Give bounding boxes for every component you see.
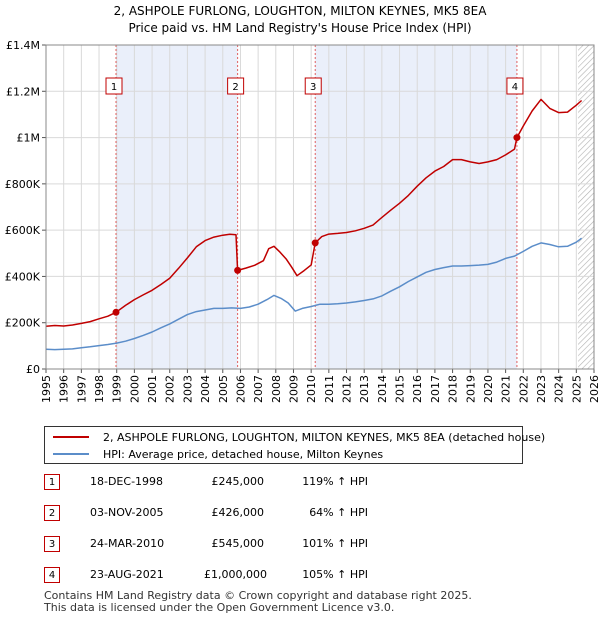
x-tick-label: 2009 [287,375,300,403]
legend-swatch-property [53,436,89,438]
sale-number-badge: 2 [44,505,60,521]
legend-item-hpi: HPI: Average price, detached house, Milt… [53,446,383,462]
x-tick-label: 2016 [411,375,424,403]
sale-price: £426,000 [211,506,265,519]
x-tick-label: 2017 [429,375,442,403]
sale-price: £1,000,000 [204,568,267,581]
y-tick-label: £400K [5,270,41,283]
sale-price: £245,000 [211,475,265,488]
chart-subtitle: Price paid vs. HM Land Registry's House … [128,21,472,35]
chart-title: 2, ASHPOLE FURLONG, LOUGHTON, MILTON KEY… [113,4,487,18]
legend-swatch-hpi [53,453,89,455]
x-tick-label: 2013 [358,375,371,403]
sale-point [513,134,521,142]
x-tick-label: 2019 [464,375,477,403]
sale-label-box [304,77,322,95]
x-tick-label: 2012 [341,375,354,403]
x-tick-label: 2026 [588,375,600,403]
sale-row: 2 03-NOV-2005 £426,000 64% ↑ HPI [44,505,564,523]
y-tick-label: £600K [5,224,41,237]
sale-label-box [105,77,123,95]
x-tick-label: 2014 [376,375,389,403]
legend: 2, ASHPOLE FURLONG, LOUGHTON, MILTON KEY… [44,426,545,464]
y-tick-label: £0 [26,363,40,376]
x-tick-label: 1996 [58,375,71,403]
footer-licence: This data is licensed under the Open Gov… [44,601,395,614]
y-tick-label: £1.4M [6,39,40,52]
sale-label-box [506,77,524,95]
ownership-period-shade [116,45,238,369]
x-tick-label: 2010 [305,375,318,403]
sale-label-number: 4 [512,82,518,93]
hpi-series-line [45,237,583,351]
y-tick-label: £1.2M [6,85,40,98]
sale-hpi-change: 105% ↑ HPI [302,568,368,581]
x-tick-label: 2011 [323,375,336,403]
x-tick-label: 2021 [500,375,513,403]
legend-label-hpi: HPI: Average price, detached house, Milt… [103,447,384,461]
y-tick-label: £200K [5,317,41,330]
forecast-hatch [578,45,594,369]
sale-point [234,266,242,274]
plot-border [45,44,595,370]
sale-hpi-change: 64% ↑ HPI [309,506,368,519]
sale-date: 23-AUG-2021 [90,568,164,581]
x-tick-label: 2020 [482,375,495,403]
sale-row: 3 24-MAR-2010 £545,000 101% ↑ HPI [44,536,564,554]
legend-item-property: 2, ASHPOLE FURLONG, LOUGHTON, MILTON KEY… [53,429,545,445]
x-tick-label: 2000 [128,375,141,403]
sale-row: 1 18-DEC-1998 £245,000 119% ↑ HPI [44,474,564,492]
sale-number-badge: 3 [44,536,60,552]
sale-label-number: 1 [111,82,117,93]
footer: Contains HM Land Registry data © Crown c… [44,590,472,614]
x-tick-label: 2024 [553,375,566,403]
x-tick-label: 2008 [270,375,283,403]
x-tick-label: 2007 [252,375,265,403]
sale-price: £545,000 [211,537,265,550]
sale-label-box [227,77,245,95]
sale-hpi-change: 119% ↑ HPI [302,475,368,488]
x-tick-label: 2018 [447,375,460,403]
x-tick-label: 2004 [199,375,212,403]
property-series-line [45,98,583,327]
chart-title-block: 2, ASHPOLE FURLONG, LOUGHTON, MILTON KEY… [0,3,600,37]
x-tick-label: 1998 [93,375,106,403]
y-tick-label: £1M [17,132,41,145]
x-tick-label: 2025 [570,375,583,403]
price-chart: 1 2 3 4 £0 £200K £400K £600K £800K £1M £1.2M £1.4M 1… [5,39,600,403]
sale-number-badge: 1 [44,474,60,490]
x-tick-label: 1999 [111,375,124,403]
ownership-period-shade [315,45,517,369]
x-tick-label: 2023 [535,375,548,403]
sale-date: 18-DEC-1998 [90,475,164,488]
sale-label-number: 2 [232,82,238,93]
sale-label-number: 3 [310,82,316,93]
legend-label-property: 2, ASHPOLE FURLONG, LOUGHTON, MILTON KEY… [103,430,546,444]
sale-point [112,308,120,316]
x-tick-label: 2015 [394,375,407,403]
sale-number-badge: 4 [44,567,60,583]
x-tick-label: 2006 [234,375,247,403]
sale-date: 03-NOV-2005 [90,506,164,519]
x-tick-label: 1995 [40,375,53,403]
y-tick-label: £800K [5,178,41,191]
x-tick-label: 2001 [146,375,159,403]
sale-point [311,239,319,247]
x-tick-label: 2022 [517,375,530,403]
sale-hpi-change: 101% ↑ HPI [302,537,368,550]
sale-date: 24-MAR-2010 [90,537,165,550]
x-tick-label: 2002 [164,375,177,403]
x-tick-label: 1997 [75,375,88,403]
x-tick-label: 2005 [217,375,230,403]
sale-row: 4 23-AUG-2021 £1,000,000 105% ↑ HPI [44,567,564,585]
x-tick-label: 2003 [181,375,194,403]
footer-copyright: Contains HM Land Registry data © Crown c… [44,589,472,602]
